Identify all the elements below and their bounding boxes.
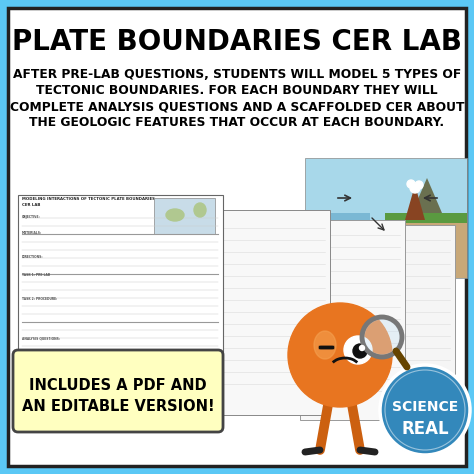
Circle shape [353,344,367,358]
FancyBboxPatch shape [8,8,466,466]
Text: SCIENCE: SCIENCE [392,400,458,414]
Circle shape [288,303,392,407]
Ellipse shape [314,331,336,359]
Circle shape [410,183,420,193]
Text: REAL: REAL [401,420,449,438]
Text: TECTONIC BOUNDARIES. FOR EACH BOUNDARY THEY WILL: TECTONIC BOUNDARIES. FOR EACH BOUNDARY T… [36,84,438,97]
Text: ANALYSIS QUESTIONS:: ANALYSIS QUESTIONS: [22,337,60,341]
FancyBboxPatch shape [155,198,216,234]
FancyBboxPatch shape [305,158,467,278]
Ellipse shape [194,203,206,217]
Circle shape [364,319,400,355]
Circle shape [415,181,423,189]
Polygon shape [385,213,467,223]
Circle shape [380,365,470,455]
Text: OBJECTIVE:: OBJECTIVE: [22,215,41,219]
Polygon shape [412,178,442,213]
FancyBboxPatch shape [13,350,223,432]
Polygon shape [305,213,467,278]
FancyBboxPatch shape [215,210,330,415]
Text: DIRECTIONS:: DIRECTIONS: [22,255,44,259]
Text: TASK 1: PRE-LAB: TASK 1: PRE-LAB [22,273,50,277]
Ellipse shape [166,209,184,221]
Circle shape [344,336,372,364]
Polygon shape [360,216,400,240]
Polygon shape [405,192,425,220]
FancyBboxPatch shape [355,225,455,420]
Circle shape [407,180,415,188]
FancyBboxPatch shape [300,220,405,420]
Circle shape [359,346,365,350]
Text: THE GEOLOGIC FEATURES THAT OCCUR AT EACH BOUNDARY.: THE GEOLOGIC FEATURES THAT OCCUR AT EACH… [29,116,445,129]
Text: INCLUDES A PDF AND
AN EDITABLE VERSION!: INCLUDES A PDF AND AN EDITABLE VERSION! [22,378,214,414]
Text: COMPLETE ANALYSIS QUESTIONS AND A SCAFFOLDED CER ABOUT: COMPLETE ANALYSIS QUESTIONS AND A SCAFFO… [10,100,464,113]
FancyBboxPatch shape [305,213,370,278]
Text: PLATE BOUNDARIES CER LAB: PLATE BOUNDARIES CER LAB [12,28,462,56]
Text: CER LAB: CER LAB [22,203,40,207]
Text: MODELING INTERACTIONS OF TECTONIC PLATE BOUNDARIES: MODELING INTERACTIONS OF TECTONIC PLATE … [22,197,155,201]
FancyBboxPatch shape [18,195,223,425]
Text: AFTER PRE-LAB QUESTIONS, STUDENTS WILL MODEL 5 TYPES OF: AFTER PRE-LAB QUESTIONS, STUDENTS WILL M… [13,68,461,81]
Text: TASK 2: PROCEDURE:: TASK 2: PROCEDURE: [22,297,57,301]
Text: MATERIALS:: MATERIALS: [22,231,42,235]
